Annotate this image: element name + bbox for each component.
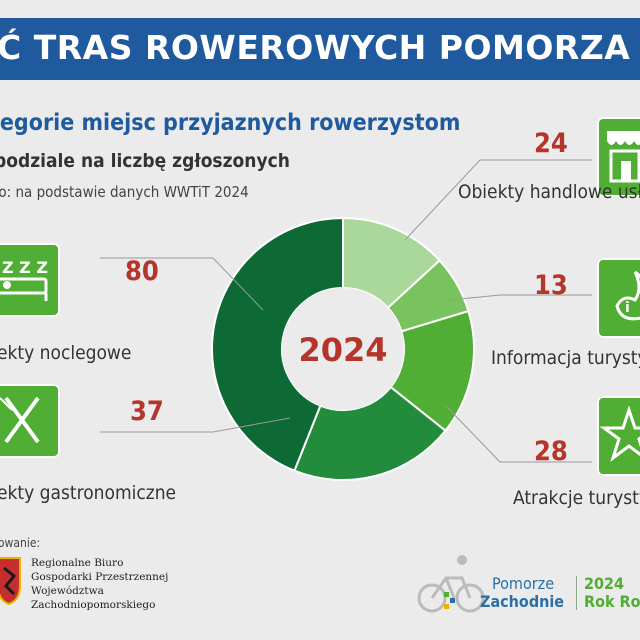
leader-line-handlowe — [404, 159, 592, 241]
label-atrakcje: Atrakcje turysty — [513, 487, 640, 509]
chart-subtitle-2: podziale na liczbę zgłoszonych — [0, 150, 290, 172]
logo-text-zachodnie: Zachodnie — [480, 592, 565, 611]
institution-line-2: Gospodarki Przestrzennej — [31, 571, 169, 583]
value-noclegowe: 80 — [125, 256, 159, 287]
institution-line-1: Regionalne Biuro — [31, 557, 124, 569]
logo-text-pomorze: Pomorze — [492, 574, 555, 593]
label-noclegowe: ekty noclegowe — [0, 342, 132, 364]
logo-separator — [576, 576, 577, 610]
tile-noclegowe: Z Z Z — [0, 243, 60, 317]
label-gastronomiczne: ekty gastronomiczne — [0, 482, 177, 504]
value-handlowe: 24 — [534, 128, 568, 159]
leader-line-atrakcje — [444, 404, 592, 463]
bicycle-logo-icon — [417, 555, 485, 613]
institution-name: Regionalne Biuro Gospodarki Przestrzenne… — [31, 556, 168, 612]
coat-of-arms-logo — [0, 557, 21, 606]
title-banner: EĆ TRAS ROWEROWYCH POMORZA ZACHODNIEGO — [0, 18, 640, 80]
footer-label: cowanie: — [0, 536, 41, 550]
leader-line-noclegowe — [100, 257, 264, 311]
institution-line-4: Zachodniopomorskiego — [31, 599, 156, 611]
shop-icon — [607, 131, 640, 183]
page-title: EĆ TRAS ROWEROWYCH POMORZA ZACHODNIEGO — [0, 28, 640, 67]
star-icon — [599, 405, 640, 463]
cutlery-icon — [0, 396, 40, 444]
label-informacja: Informacja turysty — [491, 347, 640, 369]
chart-subtitle: tegorie miejsc przyjaznych rowerzystom — [0, 110, 461, 136]
logo-year: 2024 — [584, 574, 625, 593]
label-handlowe: Obiekty handlowe usłu — [458, 181, 640, 203]
svg-text:i: i — [625, 300, 630, 316]
institution-line-3: Województwa — [31, 585, 104, 597]
leader-lines — [100, 159, 592, 463]
value-atrakcje: 28 — [534, 436, 568, 467]
sleep-bed-icon: Z Z Z — [0, 258, 48, 301]
donut-slice-3 — [293, 385, 447, 481]
donut-hole — [282, 288, 404, 410]
tile-handlowe — [597, 117, 640, 197]
tile-informacja: i — [597, 258, 640, 338]
value-informacja: 13 — [534, 270, 568, 301]
tile-gastronomiczne — [0, 384, 60, 458]
svg-text:Z Z Z: Z Z Z — [2, 258, 48, 277]
info-icon: i — [615, 270, 640, 321]
logo-rok-rowerowy: Rok Rowe — [584, 592, 640, 611]
leader-line-informacja — [449, 294, 592, 301]
center-year-label: 2024 — [298, 331, 387, 369]
leader-line-gastronomiczne — [100, 417, 291, 433]
tile-atrakcje — [597, 396, 640, 476]
data-source: dło: na podstawie danych WWTiT 2024 — [0, 183, 249, 201]
value-gastronomiczne: 37 — [130, 396, 164, 427]
